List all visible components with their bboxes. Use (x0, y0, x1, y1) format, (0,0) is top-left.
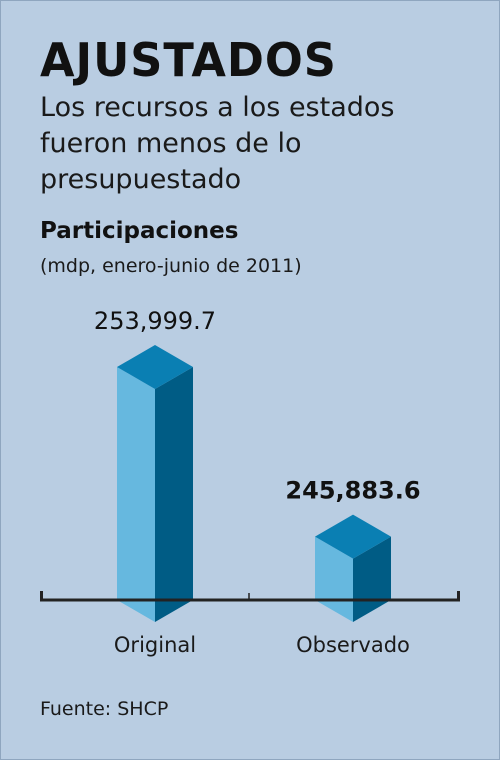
axis-group (40, 591, 460, 602)
category-label: Observado (296, 633, 410, 657)
page-title: AJUSTADOS (40, 33, 337, 87)
category-label: Original (114, 633, 196, 657)
chart-subtitle: (mdp, enero-junio de 2011) (40, 255, 302, 277)
bar-observado: 245,883.6 Observado (285, 477, 420, 657)
bars-group: 253,999.7 Original 245,883.6 Observado (94, 307, 421, 657)
bar-original: 253,999.7 Original (94, 307, 216, 657)
data-label: 245,883.6 (285, 477, 420, 505)
bar-side-face (155, 367, 193, 622)
data-label: 253,999.7 (94, 307, 216, 335)
bar-front-face (117, 367, 155, 622)
page-subtitle: Los recursos a los estados fueron menos … (40, 92, 395, 195)
bar-top-face (315, 514, 391, 559)
source-note: Fuente: SHCP (40, 698, 169, 720)
bar-top-face (117, 345, 193, 390)
chart-title: Participaciones (40, 218, 239, 244)
